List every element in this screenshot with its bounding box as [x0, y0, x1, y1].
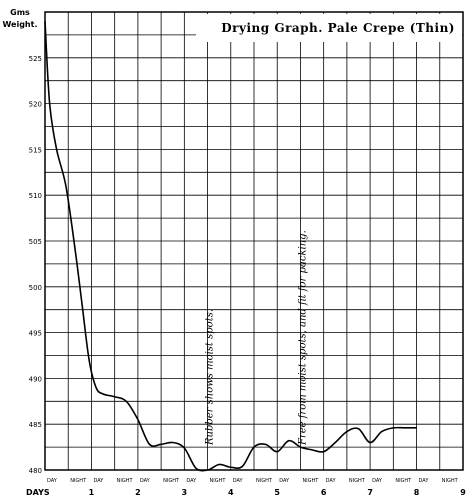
annotation-text: Rubber shows moist spots.: [205, 309, 216, 446]
x-tick-label: 6: [321, 488, 327, 497]
series-line: [44, 21, 417, 472]
y-tick-labels: 480 485 490 495 500 505 510 515 520 525: [29, 55, 42, 475]
x-period-labels: DAY NIGHT DAY NIGHT DAY NIGHT DAY NIGHT DAY NIGHT…: [47, 478, 459, 484]
x-period-label: DAY: [186, 478, 197, 484]
x-tick-label: 2: [135, 488, 141, 497]
y-tick-label: 520: [29, 101, 42, 109]
x-period-label: NIGHT: [210, 478, 227, 484]
x-tick-labels: 1 2 3 4 5 6 7 8 9: [89, 488, 467, 497]
series-group: [44, 21, 417, 472]
x-period-label: NIGHT: [163, 478, 180, 484]
x-axis-label: DAYS: [26, 488, 50, 497]
x-tick-label: 1: [89, 488, 95, 497]
x-period-label: NIGHT: [349, 478, 366, 484]
y-tick-label: 485: [29, 421, 42, 429]
annotation-text: Free from moist spots, and fit for packi…: [297, 230, 308, 446]
y-tick-label: 500: [29, 284, 42, 292]
x-period-label: DAY: [93, 478, 104, 484]
chart-title: Drying Graph. Pale Crepe (Thin): [221, 21, 455, 35]
x-period-label: DAY: [279, 478, 290, 484]
x-period-label: NIGHT: [442, 478, 459, 484]
y-tick-label: 490: [29, 375, 42, 383]
x-period-label: NIGHT: [117, 478, 134, 484]
y-tick-label: 525: [29, 55, 42, 63]
y-axis-label-line2: Weight.: [3, 20, 38, 29]
x-period-label: DAY: [140, 478, 151, 484]
x-tick-label: 3: [182, 488, 188, 497]
x-period-label: NIGHT: [256, 478, 273, 484]
annotations: Rubber shows moist spots. Free from moist…: [205, 230, 309, 446]
y-axis-label-line1: Gms: [10, 8, 30, 17]
x-period-label: DAY: [233, 478, 244, 484]
y-tick-label: 510: [29, 192, 42, 200]
x-period-label: NIGHT: [395, 478, 412, 484]
x-tick-label: 8: [414, 488, 420, 497]
y-tick-label: 495: [29, 330, 42, 338]
y-tick-label: 515: [29, 146, 42, 154]
x-tick-label: 9: [460, 488, 466, 497]
x-tick-label: 4: [228, 488, 234, 497]
grid-lines: [44, 11, 464, 471]
y-tick-label: 480: [29, 467, 42, 475]
x-period-label: NIGHT: [302, 478, 319, 484]
y-tick-label: 505: [29, 238, 42, 246]
x-tick-label: 5: [274, 488, 280, 497]
x-period-label: DAY: [47, 478, 58, 484]
x-tick-label: 7: [367, 488, 373, 497]
x-period-label: NIGHT: [70, 478, 87, 484]
plot-frame: [44, 11, 464, 471]
title-box: [196, 14, 462, 42]
x-period-label: DAY: [326, 478, 337, 484]
x-period-label: DAY: [419, 478, 430, 484]
x-period-label: DAY: [372, 478, 383, 484]
